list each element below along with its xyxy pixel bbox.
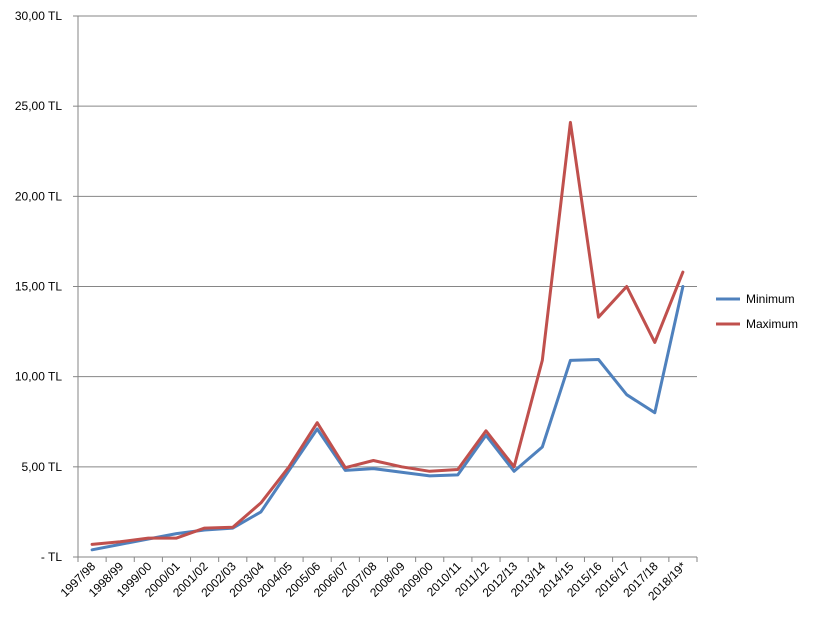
legend-label-maximum: Maximum: [746, 317, 798, 331]
y-axis-tick-labels: - TL 5,00 TL 10,00 TL 15,00 TL 20,00 TL 25,00…: [15, 9, 62, 564]
series-lines: [90, 120, 685, 552]
y-tick-label-5: 25,00 TL: [15, 99, 62, 113]
legend-label-minimum: Minimum: [746, 292, 795, 306]
series-line-maximum: [90, 120, 685, 546]
y-tick-label-1: 5,00 TL: [22, 460, 63, 474]
y-tick-label-0: - TL: [41, 550, 62, 564]
y-tick-label-3: 15,00 TL: [15, 280, 62, 294]
y-tick-label-4: 20,00 TL: [15, 189, 62, 203]
y-tick-label-2: 10,00 TL: [15, 370, 62, 384]
axes: [73, 15, 698, 562]
legend: Minimum Maximum: [716, 292, 798, 331]
y-tick-label-6: 30,00 TL: [15, 9, 62, 23]
gridlines: [78, 15, 697, 468]
series-line-minimum: [90, 285, 685, 552]
x-axis-tick-labels: 1997/981998/991999/002000/012001/022002/…: [58, 559, 690, 603]
